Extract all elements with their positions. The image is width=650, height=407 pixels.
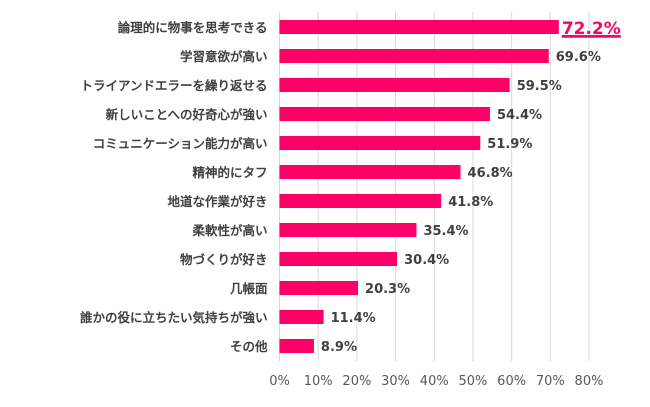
category-label: 新しいことへの好奇心が強い: [106, 107, 268, 122]
category-label: 学習意欲が高い: [180, 49, 268, 64]
bar: [279, 165, 461, 179]
category-label: 物づくりが好き: [180, 252, 268, 267]
data-labels: 72.2% 69.6% 59.5% 54.4% 51.9% 46.8% 41.8% 35.4%…: [321, 19, 621, 355]
x-tick-label: 40%: [420, 374, 449, 389]
x-tick-label: 70%: [536, 374, 565, 389]
category-labels: 論理的に物事を思考できる学習意欲が高いトライアンドエラーを繰り返せる新しいことへ…: [80, 20, 268, 354]
bar: [279, 78, 510, 92]
highlighted-data-label: 72.2%: [562, 19, 621, 39]
category-label: 几帳面: [230, 281, 268, 296]
bar: [279, 49, 549, 63]
x-tick-label: 20%: [342, 374, 371, 389]
data-label: 46.8%: [468, 166, 513, 181]
bar: [279, 252, 398, 266]
data-label: 59.5%: [517, 79, 562, 94]
category-label: その他: [230, 339, 268, 354]
category-label: コミュニケーション能力が高い: [93, 136, 268, 151]
bar: [279, 20, 559, 34]
data-label: 30.4%: [404, 253, 449, 268]
bars: [279, 20, 559, 353]
x-tick-label: 50%: [458, 374, 487, 389]
category-label: 誰かの役に立ちたい気持ちが強い: [80, 310, 268, 325]
category-label: トライアンドエラーを繰り返せる: [80, 78, 267, 93]
x-tick-label: 80%: [575, 374, 604, 389]
x-tick-label: 10%: [304, 374, 333, 389]
data-label: 54.4%: [497, 108, 542, 123]
category-label: 論理的に物事を思考できる: [118, 20, 268, 35]
bar: [279, 223, 417, 237]
bar: [279, 281, 359, 295]
category-label: 精神的にタフ: [192, 165, 267, 180]
bar: [279, 107, 490, 121]
gridlines: [279, 12, 590, 361]
bar: [279, 136, 481, 150]
data-label: 41.8%: [448, 195, 493, 210]
data-label: 20.3%: [365, 282, 410, 297]
data-label: 35.4%: [423, 224, 468, 239]
category-label: 柔軟性が高い: [191, 223, 267, 238]
data-label: 51.9%: [487, 137, 532, 152]
bar: [279, 310, 324, 324]
x-tick-label: 60%: [497, 374, 526, 389]
data-label: 8.9%: [321, 340, 357, 355]
bar: [279, 339, 314, 353]
category-label: 地道な作業が好き: [167, 194, 267, 209]
x-axis-ticks: 0% 10% 20% 30% 40% 50% 60% 70% 80%: [269, 374, 603, 389]
data-label: 69.6%: [556, 50, 601, 65]
bar: [279, 194, 442, 208]
x-tick-label: 30%: [381, 374, 410, 389]
x-tick-label: 0%: [269, 374, 290, 389]
data-label: 11.4%: [331, 311, 376, 326]
